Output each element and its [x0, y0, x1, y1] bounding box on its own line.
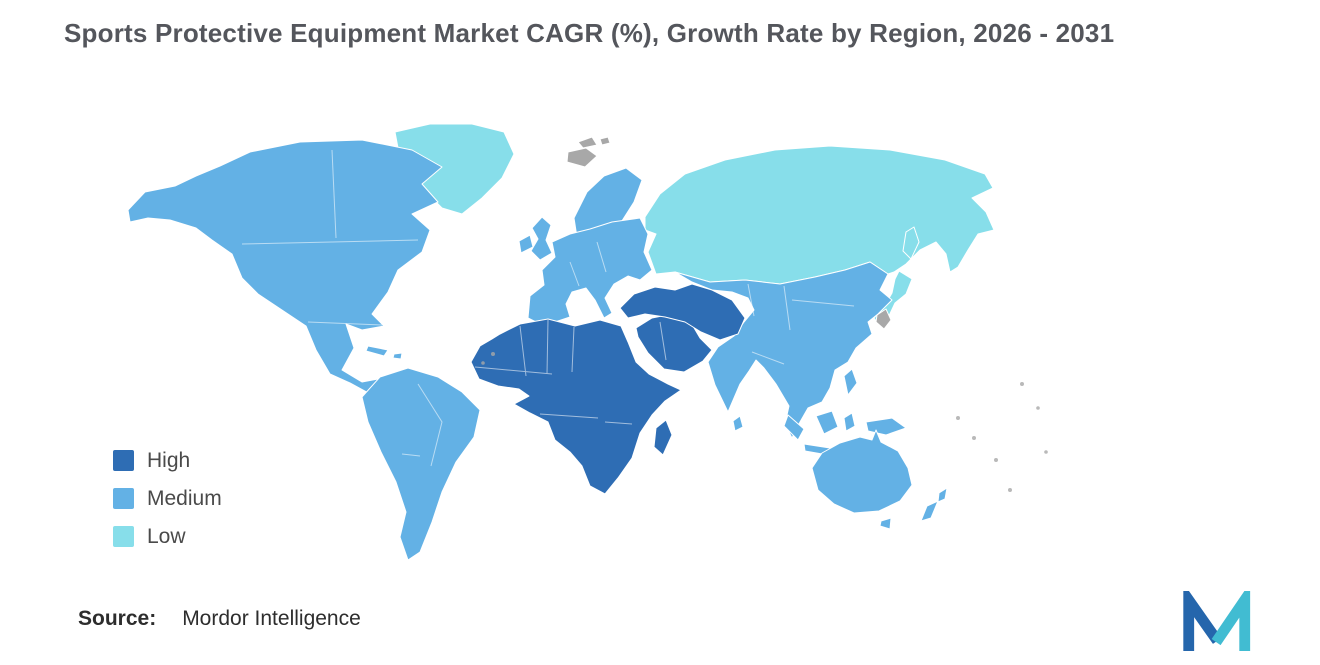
region-new-zealand-south: [920, 500, 939, 522]
legend-swatch-low-icon: [113, 525, 134, 547]
legend-swatch-high-icon: [113, 449, 134, 471]
mordor-intelligence-logo: [1183, 591, 1251, 651]
region-sulawesi: [843, 412, 856, 432]
region-svalbard-east: [599, 136, 611, 146]
region-sumatra: [783, 414, 805, 441]
small-islands: [481, 352, 1048, 492]
region-new-guinea: [865, 417, 907, 436]
region-tasmania: [879, 517, 892, 530]
logo-left-stroke: [1183, 591, 1222, 651]
legend-item-low: Low: [113, 525, 222, 547]
region-iceland: [566, 147, 598, 168]
legend-swatch-medium-icon: [113, 487, 134, 509]
region-africa: [470, 318, 682, 495]
region-hispaniola: [392, 352, 403, 360]
world-map: [100, 122, 1100, 572]
logo-right-stroke: [1211, 591, 1251, 651]
region-philippines: [843, 368, 858, 396]
source-name: Mordor Intelligence: [182, 607, 361, 630]
region-new-zealand-north: [937, 487, 948, 503]
region-europe: [527, 217, 653, 324]
legend-label-low: Low: [147, 524, 186, 548]
region-russia: [644, 145, 995, 285]
region-great-britain: [530, 216, 553, 261]
region-madagascar: [653, 419, 673, 456]
source-line: Source: Mordor Intelligence: [78, 607, 361, 631]
region-sri-lanka: [732, 415, 744, 432]
region-cuba: [365, 345, 389, 357]
region-ireland: [518, 234, 534, 254]
legend-item-medium: Medium: [113, 487, 222, 509]
region-sakhalin: [902, 226, 920, 260]
legend-label-high: High: [147, 448, 191, 472]
legend-label-medium: Medium: [147, 486, 222, 510]
legend-item-high: High: [113, 449, 222, 471]
region-svalbard: [577, 136, 598, 149]
world-map-svg: [127, 123, 1048, 561]
region-australia: [811, 429, 913, 514]
region-borneo: [815, 410, 839, 435]
legend: High Medium Low: [113, 449, 222, 563]
page-title: Sports Protective Equipment Market CAGR …: [64, 18, 1115, 48]
country-borders: [241, 149, 855, 467]
region-south-america: [361, 367, 481, 561]
region-korea: [875, 308, 892, 330]
region-turkey-iran: [619, 283, 746, 341]
source-label: Source:: [78, 607, 157, 630]
